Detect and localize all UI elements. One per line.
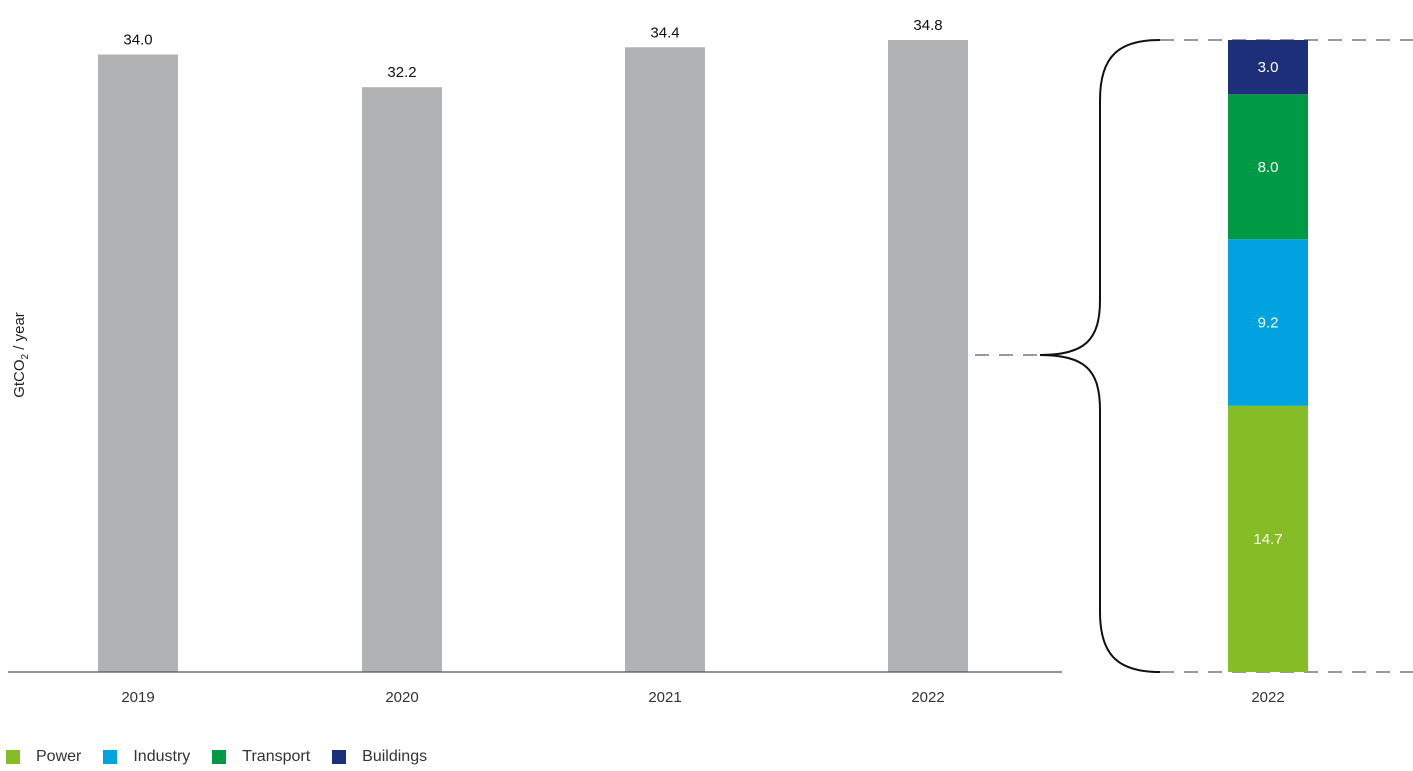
legend-label-transport: Transport bbox=[242, 748, 311, 765]
segment-transport bbox=[1228, 94, 1308, 240]
legend-label-industry: Industry bbox=[133, 748, 191, 765]
segment-industry bbox=[1228, 239, 1308, 406]
legend-swatch-buildings bbox=[332, 750, 347, 764]
segment-value-label-buildings: 3.0 bbox=[1258, 59, 1279, 76]
x-tick-label-2020: 2020 bbox=[385, 689, 418, 706]
legend-item-industry: Industry bbox=[103, 748, 190, 766]
bar-2019 bbox=[98, 54, 178, 672]
bar-2021 bbox=[625, 47, 705, 673]
sector-breakdown-chart: 14.7 9.2 8.0 3.0 2022 bbox=[1228, 40, 1308, 706]
bar-value-label-2020: 32.2 bbox=[387, 64, 416, 81]
curly-brace bbox=[1039, 39, 1161, 673]
legend-swatch-transport bbox=[212, 750, 227, 764]
breakdown-connector bbox=[975, 39, 1413, 673]
y-axis-label: GtCO2 / year bbox=[11, 312, 31, 398]
x-tick-label-2022: 2022 bbox=[911, 689, 944, 706]
bar-value-label-2021: 34.4 bbox=[650, 24, 679, 41]
legend-swatch-power bbox=[6, 750, 20, 764]
legend-swatch-industry bbox=[103, 750, 118, 764]
segment-power bbox=[1228, 405, 1308, 672]
annual-emissions-chart: GtCO2 / year 34.0 32.2 34.4 34.8 2019 2020 20… bbox=[8, 17, 1062, 706]
legend: Power Industry Transport Buildings bbox=[6, 748, 449, 766]
x-tick-label-2021: 2021 bbox=[648, 689, 681, 706]
bar-2020 bbox=[362, 87, 442, 673]
legend-item-buildings: Buildings bbox=[332, 748, 427, 766]
x-tick-label-2019: 2019 bbox=[121, 689, 154, 706]
segment-buildings bbox=[1228, 40, 1308, 95]
legend-label-buildings: Buildings bbox=[362, 748, 428, 765]
segment-value-label-power: 14.7 bbox=[1253, 531, 1282, 548]
bar-value-label-2019: 34.0 bbox=[123, 32, 152, 49]
legend-item-power: Power bbox=[6, 748, 81, 766]
legend-item-transport: Transport bbox=[212, 748, 310, 766]
segment-value-label-transport: 8.0 bbox=[1258, 159, 1279, 176]
segment-value-label-industry: 9.2 bbox=[1258, 314, 1279, 331]
x-tick-label-breakdown-2022: 2022 bbox=[1251, 689, 1284, 706]
bar-2022 bbox=[888, 40, 968, 672]
bar-value-label-2022: 34.8 bbox=[913, 17, 942, 34]
legend-label-power: Power bbox=[36, 748, 82, 765]
